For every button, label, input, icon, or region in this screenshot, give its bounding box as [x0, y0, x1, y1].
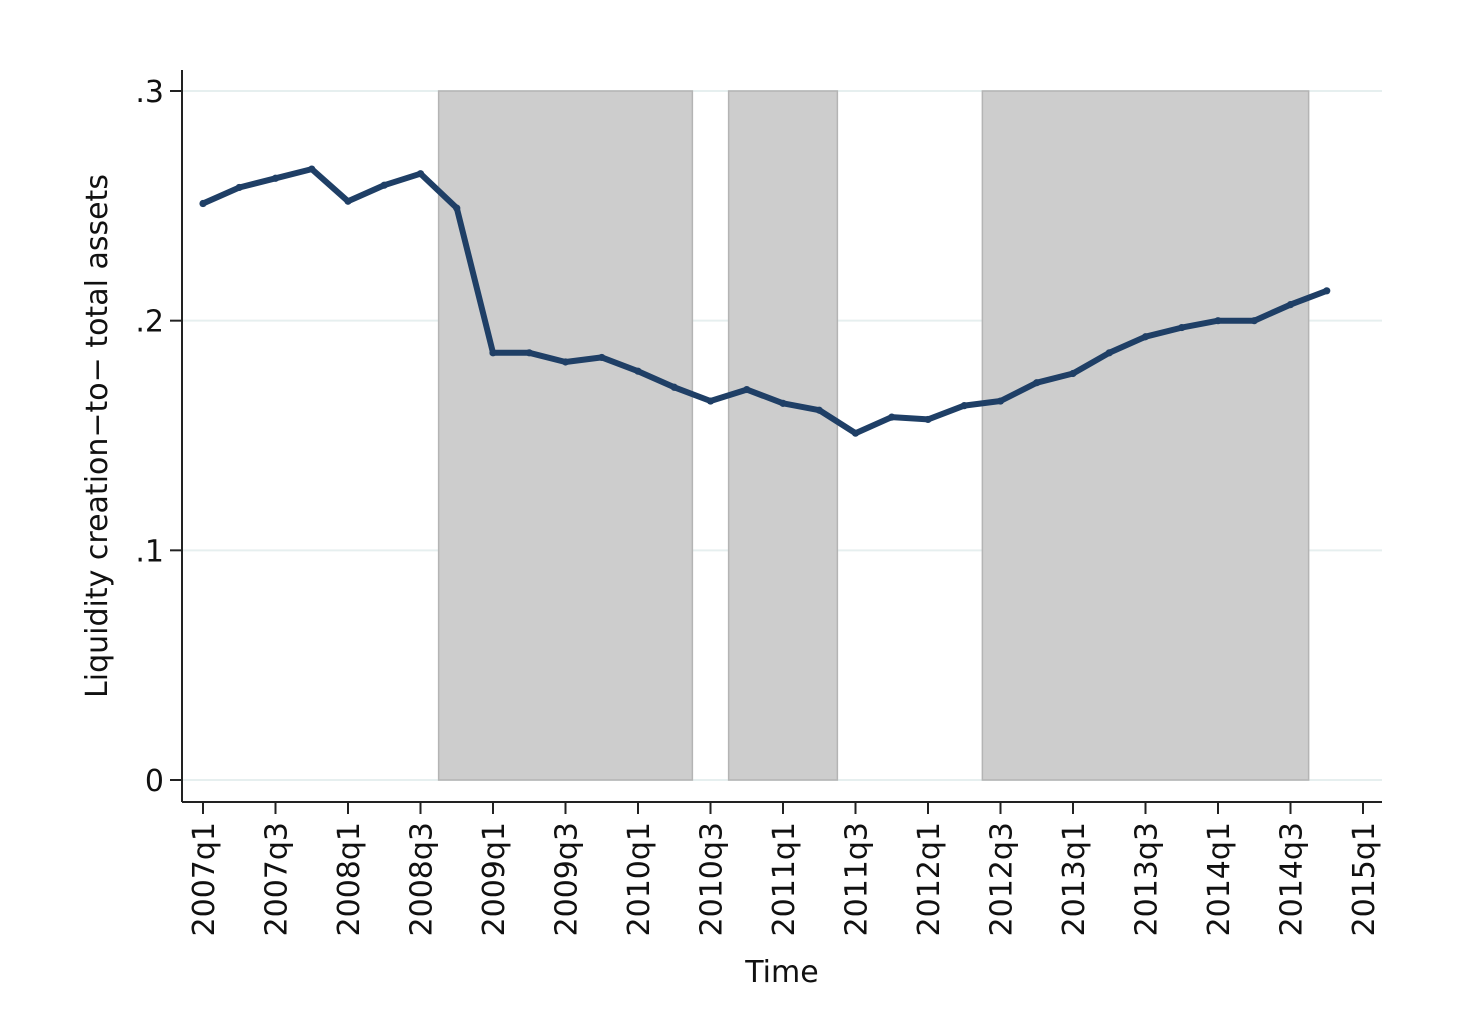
x-tick-label: 2013q1 [1057, 822, 1092, 936]
data-point [271, 174, 280, 182]
x-tick-label: 2013q3 [1130, 822, 1165, 936]
x-tick-label: 2008q1 [332, 822, 367, 936]
x-tick-label: 2011q3 [840, 822, 875, 936]
data-point [598, 353, 606, 362]
x-tick-label: 2010q3 [695, 822, 730, 936]
x-tick-label: 2007q1 [187, 822, 222, 936]
x-tick-label: 2009q1 [477, 822, 512, 936]
data-point [960, 402, 968, 410]
data-point [1286, 300, 1295, 309]
axes: 0 .1 .2 .3 2007q1 2007q3 2008q1 2008q3 2009q1 200… [135, 70, 1382, 936]
x-tick-label: 2008q3 [405, 822, 440, 936]
data-point [1178, 323, 1186, 332]
data-point [1141, 333, 1150, 341]
data-point [924, 415, 932, 424]
series-layer [199, 165, 1331, 437]
data-point [996, 397, 1005, 405]
x-tick-label: 2010q1 [622, 822, 657, 936]
data-point [380, 181, 388, 189]
data-point [1033, 379, 1041, 387]
x-tick-label: 2014q1 [1202, 822, 1237, 936]
data-point [851, 429, 860, 437]
x-tick-label: 2012q1 [912, 822, 947, 936]
y-tick-label: .3 [135, 75, 164, 110]
y-tick-label: .1 [135, 534, 164, 569]
shaded-period [727, 90, 839, 781]
x-tick-label: 2015q1 [1347, 822, 1382, 936]
x-tick-label: 2011q1 [767, 822, 802, 936]
data-point [199, 199, 207, 208]
x-tick-label: 2009q3 [550, 822, 585, 936]
data-point [453, 204, 461, 212]
data-point [1250, 317, 1258, 325]
data-point [1323, 287, 1331, 295]
x-tick-label: 2014q3 [1275, 822, 1310, 936]
data-point [344, 197, 352, 205]
data-point [235, 183, 243, 192]
y-tick-label: 0 [145, 764, 164, 799]
data-point [489, 349, 497, 357]
series-line [200, 166, 1330, 437]
data-point [743, 385, 751, 394]
data-point [1214, 317, 1222, 325]
data-point [670, 383, 678, 391]
y-tick-label: .2 [135, 305, 164, 340]
data-point [1069, 369, 1077, 378]
data-point [1105, 349, 1113, 357]
y-axis-title: Liquidity creation−to− total assets [80, 174, 115, 698]
x-tick-label: 2007q3 [260, 822, 295, 936]
data-point [815, 406, 823, 414]
data-point [561, 358, 570, 366]
data-point [525, 349, 533, 357]
data-point [779, 399, 787, 407]
data-point [634, 367, 642, 375]
data-point [706, 397, 715, 405]
x-tick-label: 2012q3 [985, 822, 1020, 936]
shaded-period [437, 90, 694, 781]
data-point [416, 170, 425, 178]
x-axis-title: Time [744, 955, 818, 990]
shaded-periods [437, 90, 1310, 781]
data-point [888, 413, 896, 421]
shaded-period [981, 90, 1310, 781]
data-point [308, 165, 316, 173]
